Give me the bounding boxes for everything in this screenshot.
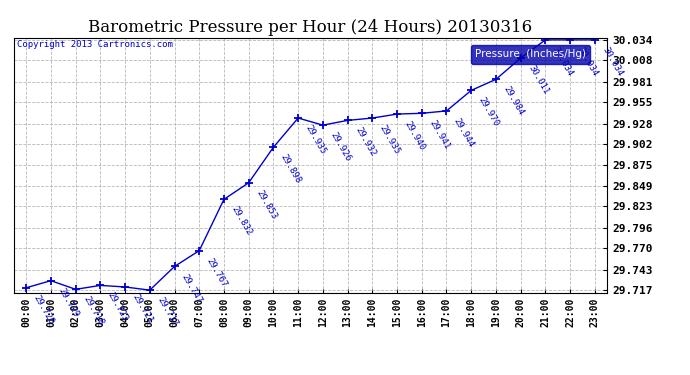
Text: 29.984: 29.984 [502,85,525,117]
Text: 30.034: 30.034 [600,45,624,78]
Text: 29.853: 29.853 [254,188,278,221]
Text: 30.034: 30.034 [551,45,575,78]
Text: 29.940: 29.940 [402,120,426,152]
Text: 29.935: 29.935 [304,124,328,156]
Text: 30.011: 30.011 [526,64,550,96]
Text: 29.767: 29.767 [205,256,228,289]
Text: Copyright 2013 Cartronics.com: Copyright 2013 Cartronics.com [17,40,172,49]
Text: 29.935: 29.935 [378,124,402,156]
Text: 29.723: 29.723 [106,291,130,323]
Title: Barometric Pressure per Hour (24 Hours) 20130316: Barometric Pressure per Hour (24 Hours) … [88,19,533,36]
Text: 29.944: 29.944 [452,117,476,149]
Text: 29.717: 29.717 [155,296,179,328]
Text: 29.720: 29.720 [32,293,56,326]
Text: 29.832: 29.832 [230,205,253,237]
Text: 29.718: 29.718 [81,295,105,327]
Text: 29.926: 29.926 [328,130,353,163]
Text: 29.729: 29.729 [57,286,80,319]
Text: 29.932: 29.932 [353,126,377,158]
Text: 29.747: 29.747 [180,272,204,304]
Text: 30.034: 30.034 [575,45,600,78]
Text: 29.898: 29.898 [279,153,303,185]
Text: 29.970: 29.970 [477,96,501,128]
Legend: Pressure  (Inches/Hg): Pressure (Inches/Hg) [471,45,590,64]
Text: 29.941: 29.941 [427,119,451,151]
Text: 29.721: 29.721 [130,292,155,325]
